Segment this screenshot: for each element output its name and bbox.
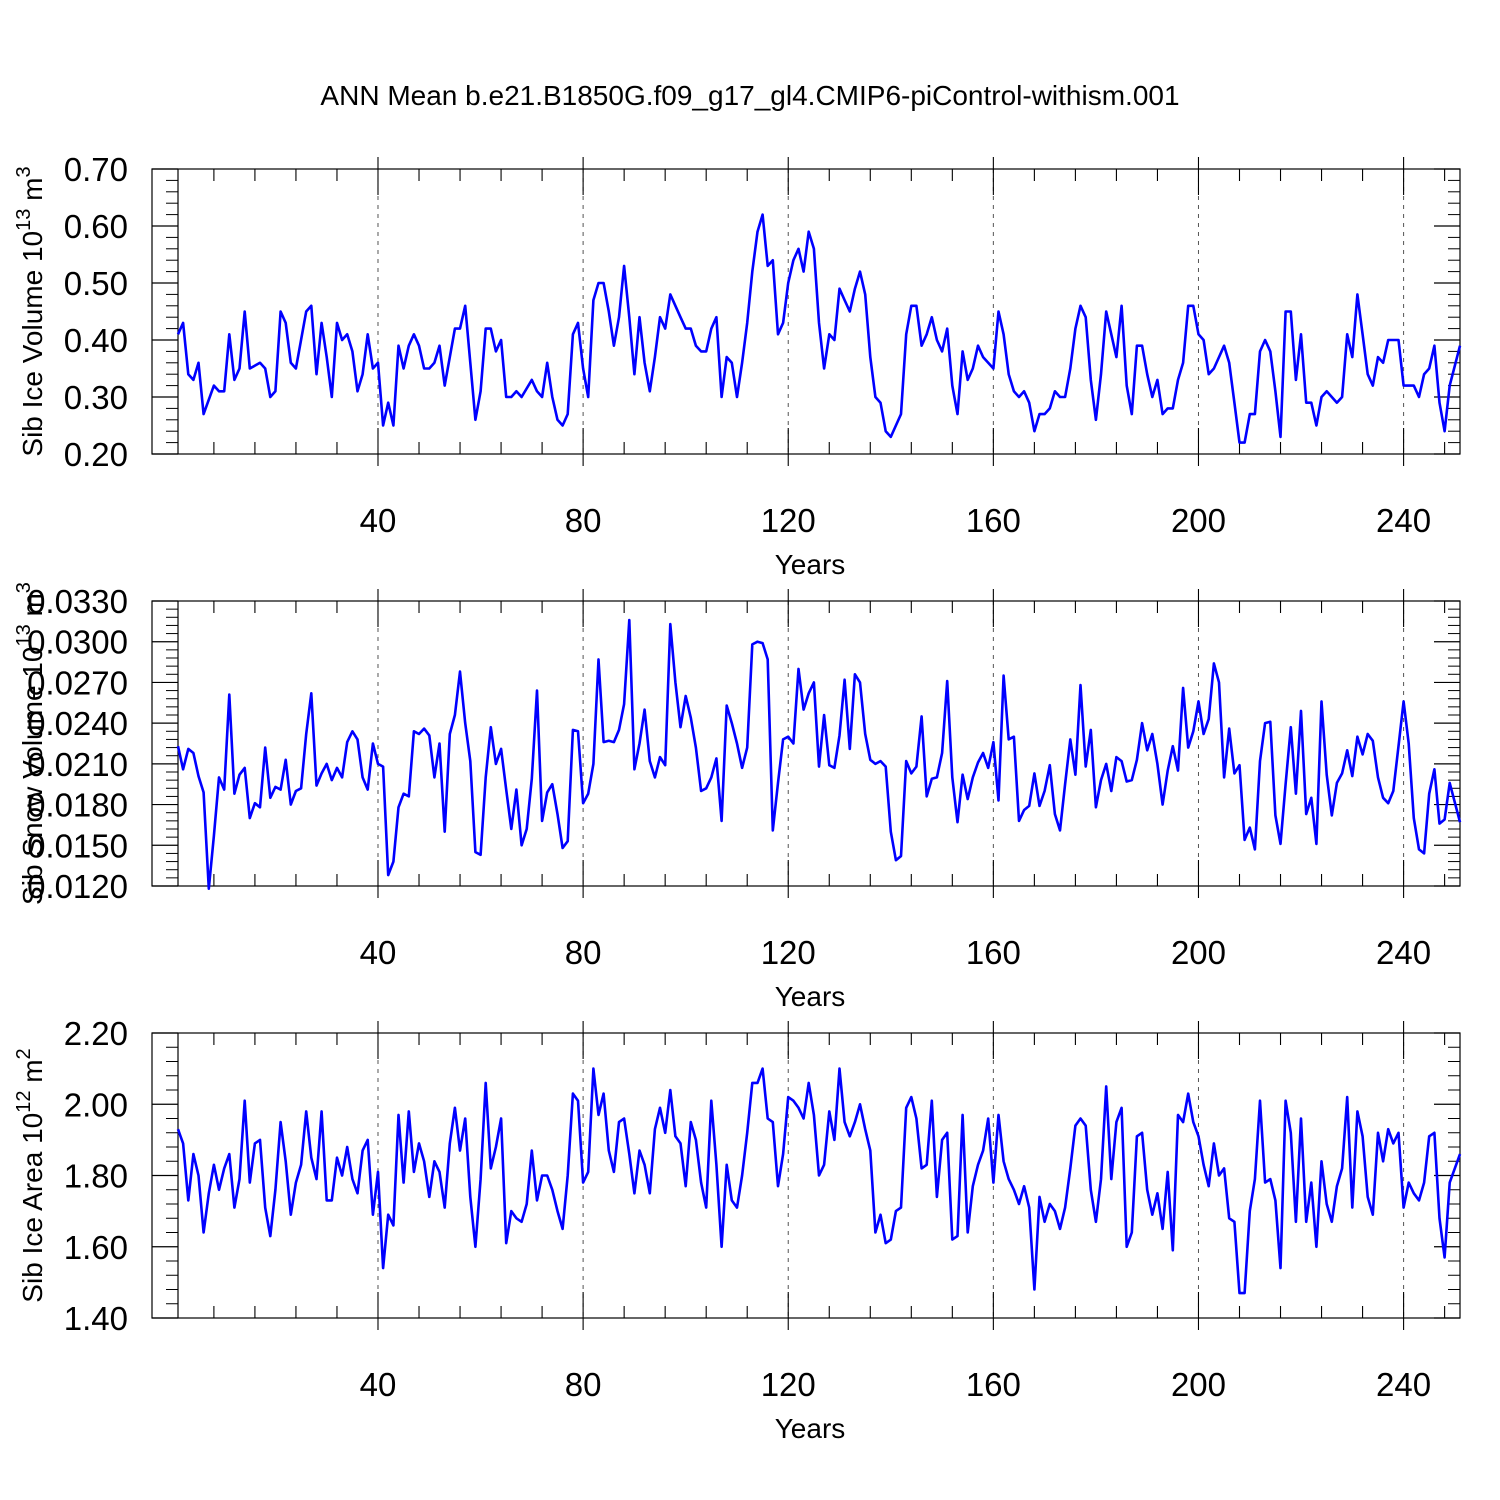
volume-plot-frame — [151, 168, 1461, 455]
snow-y-axis-title: Sib Snow Volume 1013 m3 — [13, 582, 48, 905]
volume-ytick-label: 0.60 — [64, 208, 128, 245]
volume-xtick-label: 200 — [1171, 502, 1226, 539]
snow-ytick-label: 0.0330 — [27, 583, 128, 620]
volume-x-axis-title: Years — [775, 549, 846, 580]
volume-ytick-label: 0.20 — [64, 436, 128, 473]
volume-ytick-label: 0.50 — [64, 265, 128, 302]
volume-xtick-label: 80 — [565, 502, 602, 539]
volume-ytick-label: 0.70 — [64, 151, 128, 188]
volume-ytick-label: 0.30 — [64, 379, 128, 416]
area-ytick-label: 1.40 — [64, 1300, 128, 1337]
snow-xtick-label: 200 — [1171, 934, 1226, 971]
volume-xtick-label: 240 — [1376, 502, 1431, 539]
snow-xtick-label: 120 — [761, 934, 816, 971]
snow-series-line — [176, 618, 1462, 891]
area-xtick-label: 240 — [1376, 1366, 1431, 1403]
snow-x-axis-title: Years — [775, 981, 846, 1012]
area-xtick-label: 40 — [360, 1366, 397, 1403]
snow-ytick-label: 0.0300 — [27, 624, 128, 661]
area-y-axis-title: Sib Ice Area 1012 m2 — [13, 1048, 48, 1302]
volume-xtick-label: 120 — [761, 502, 816, 539]
area-series-line — [176, 1067, 1462, 1295]
volume-series-line — [176, 213, 1462, 444]
area-ytick-label: 2.00 — [64, 1086, 128, 1123]
snow-xtick-label: 240 — [1376, 934, 1431, 971]
area-ytick-label: 1.80 — [64, 1158, 128, 1195]
area-xtick-label: 120 — [761, 1366, 816, 1403]
snow-plot-frame — [151, 600, 1461, 887]
area-xtick-label: 160 — [966, 1366, 1021, 1403]
snow-ytick-label: 0.0270 — [27, 664, 128, 701]
snow-ytick-label: 0.0150 — [27, 827, 128, 864]
snow-ytick-label: 0.0210 — [27, 746, 128, 783]
snow-xtick-label: 40 — [360, 934, 397, 971]
figure-title: ANN Mean b.e21.B1850G.f09_g17_gl4.CMIP6-… — [320, 80, 1180, 111]
volume-xtick-label: 40 — [360, 502, 397, 539]
snow-xtick-label: 80 — [565, 934, 602, 971]
area-xtick-label: 80 — [565, 1366, 602, 1403]
volume-y-axis-title: Sib Ice Volume 1013 m3 — [13, 166, 48, 456]
snow-ytick-label: 0.0180 — [27, 787, 128, 824]
snow-xtick-label: 160 — [966, 934, 1021, 971]
snow-ytick-label: 0.0120 — [27, 868, 128, 905]
volume-ytick-label: 0.40 — [64, 322, 128, 359]
area-xtick-label: 200 — [1171, 1366, 1226, 1403]
area-ytick-label: 2.20 — [64, 1015, 128, 1052]
area-x-axis-title: Years — [775, 1413, 846, 1444]
volume-xtick-label: 160 — [966, 502, 1021, 539]
snow-ytick-label: 0.0240 — [27, 705, 128, 742]
area-ytick-label: 1.60 — [64, 1229, 128, 1266]
